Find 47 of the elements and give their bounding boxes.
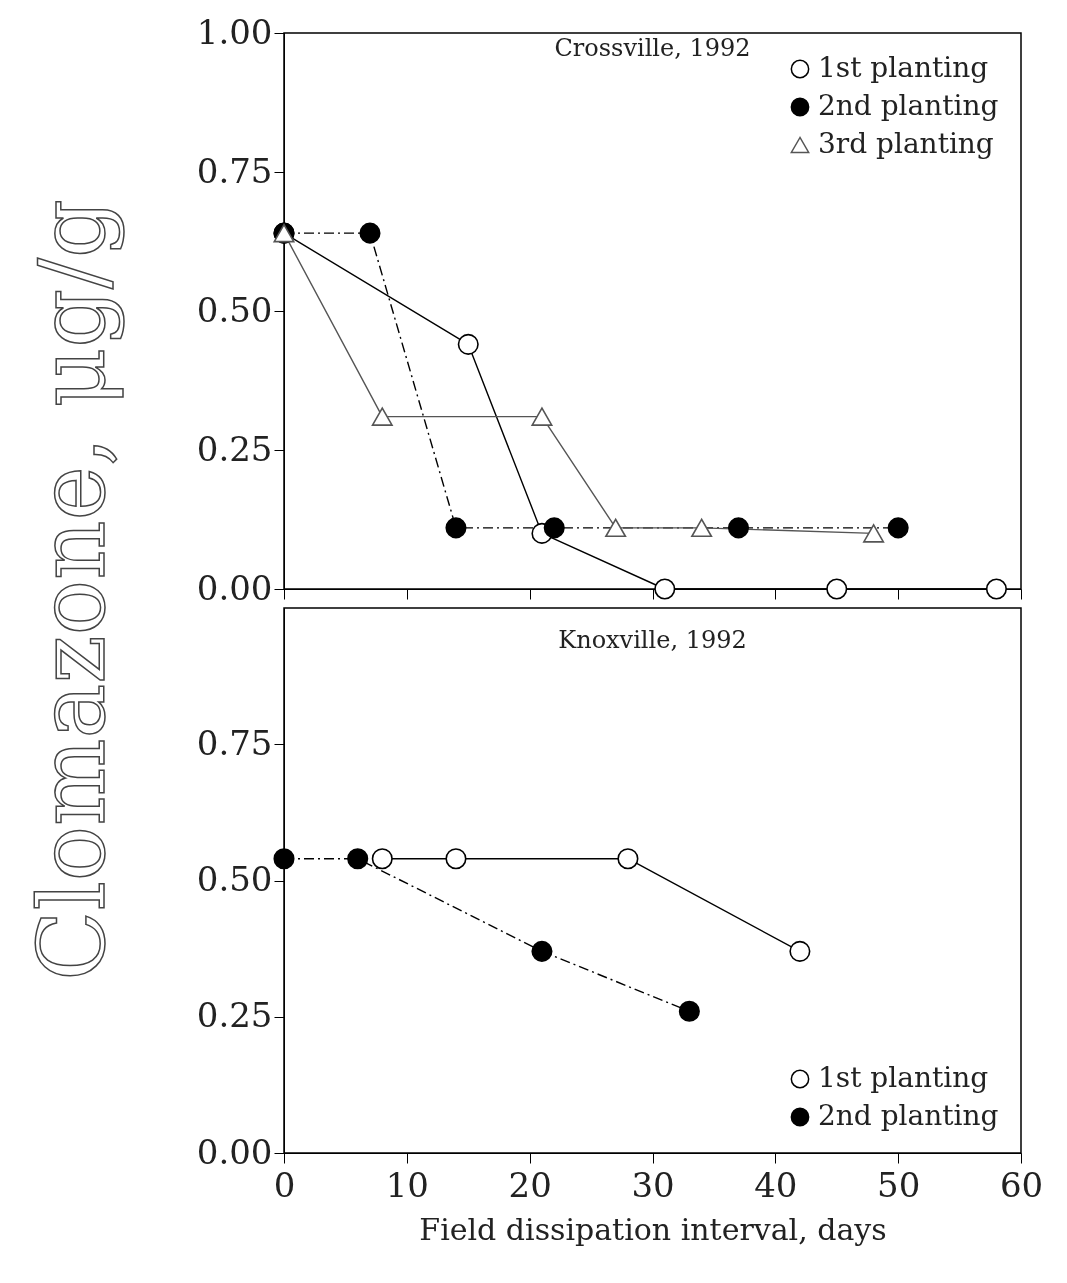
x-tick-label: 0 bbox=[273, 1164, 296, 1205]
point bbox=[605, 518, 627, 538]
legend-label: 1st planting bbox=[818, 51, 989, 84]
legend-label: 1st planting bbox=[818, 1061, 989, 1094]
point bbox=[654, 578, 676, 600]
legend-label: 3rd planting bbox=[818, 127, 994, 160]
point bbox=[531, 407, 553, 426]
point bbox=[826, 578, 848, 600]
point bbox=[863, 524, 885, 543]
x-tick-label: 20 bbox=[508, 1164, 552, 1205]
point bbox=[691, 518, 713, 538]
y-tick-label: 0.75 bbox=[196, 150, 273, 191]
point bbox=[727, 517, 750, 539]
point bbox=[371, 407, 393, 426]
point bbox=[347, 848, 369, 870]
point bbox=[789, 940, 811, 962]
legend-label: 2nd planting bbox=[818, 1099, 999, 1132]
y-tick-label: 0.50 bbox=[196, 289, 273, 330]
y-tick-label: 0.25 bbox=[196, 995, 273, 1036]
x-tick-label: 50 bbox=[877, 1164, 921, 1205]
point bbox=[445, 848, 467, 870]
x-tick-label: 30 bbox=[631, 1164, 675, 1205]
y-tick-label: 0.50 bbox=[196, 859, 273, 899]
y-tick-label: 0.75 bbox=[196, 722, 273, 763]
point bbox=[445, 517, 467, 539]
y-tick-label: 1.00 bbox=[196, 11, 273, 52]
legend-label: 2nd planting bbox=[818, 89, 999, 122]
y-tick-label: 0.00 bbox=[196, 1131, 273, 1172]
point bbox=[887, 517, 909, 539]
chart-title: Crossville, 1992 bbox=[554, 34, 751, 62]
point bbox=[985, 578, 1007, 600]
text: Knoxville, 1992 bbox=[558, 626, 747, 654]
x-tick-label: 10 bbox=[385, 1164, 429, 1205]
y-tick-label: 0.25 bbox=[196, 428, 273, 469]
y-axis-title: Clomazone, μg/g bbox=[18, 199, 126, 981]
point bbox=[273, 848, 295, 870]
x-tick-label: 60 bbox=[999, 1164, 1044, 1205]
point bbox=[359, 222, 381, 244]
point bbox=[371, 848, 393, 870]
point bbox=[531, 940, 553, 962]
point bbox=[543, 517, 565, 539]
point bbox=[617, 848, 639, 870]
x-axis-title: Field dissipation interval, days bbox=[419, 1211, 887, 1247]
x-tick-label: 40 bbox=[754, 1164, 798, 1205]
y-tick-label: 0.00 bbox=[196, 567, 273, 608]
point bbox=[678, 1000, 700, 1022]
point bbox=[457, 333, 479, 355]
